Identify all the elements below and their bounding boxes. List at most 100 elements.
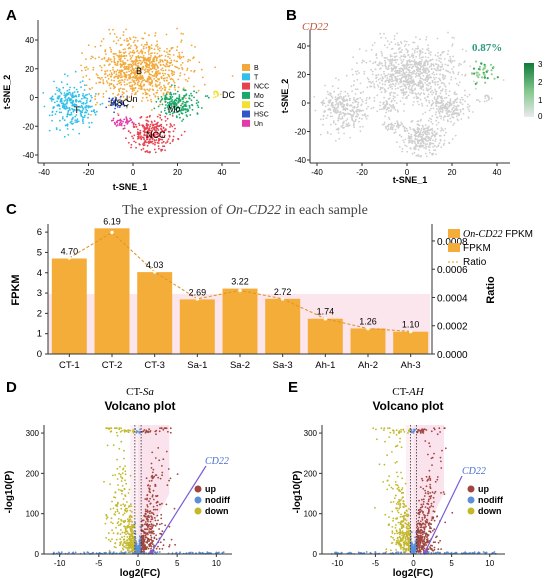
tsne-point-b bbox=[448, 111, 450, 113]
tsne-point-b bbox=[396, 141, 398, 144]
tsne-point-b bbox=[176, 55, 179, 58]
tsne-point-b bbox=[449, 60, 452, 63]
tsne-point-dc bbox=[213, 93, 216, 95]
volcano-point bbox=[156, 508, 159, 511]
tsne-point-b bbox=[139, 50, 142, 53]
tsne-point-b bbox=[394, 70, 396, 73]
tsne-point-b bbox=[145, 96, 148, 99]
tsne-point-t bbox=[74, 119, 77, 121]
volcano-point bbox=[165, 503, 168, 506]
tsne-point-b bbox=[402, 97, 404, 99]
tsne-point-b bbox=[431, 93, 433, 96]
tsne-point-b bbox=[405, 77, 407, 79]
volcano-point bbox=[130, 505, 132, 508]
tsne-point-b bbox=[446, 103, 449, 106]
tsne-point-b bbox=[402, 88, 405, 90]
tsne-point-hsc bbox=[114, 107, 116, 110]
tsne-point-ncc bbox=[154, 123, 157, 126]
tsne-point-t bbox=[51, 95, 54, 98]
tsne-point-b bbox=[394, 77, 397, 79]
tsne-point-b bbox=[404, 93, 407, 95]
tsne-point-b bbox=[323, 110, 326, 113]
volcano-point bbox=[144, 534, 147, 537]
tsne-point-b bbox=[356, 78, 359, 81]
tsne-point-b bbox=[131, 60, 133, 62]
tsne-point-t bbox=[64, 73, 66, 76]
x-ticks-c: CT-1 CT-2 CT-3 Sa-1 Sa-2 Sa-3 Ah-1 Ah-2 Ah-3 bbox=[59, 354, 421, 371]
tsne-point-b bbox=[457, 112, 460, 115]
tsne-point-mo bbox=[196, 104, 199, 107]
tsne-point-t bbox=[65, 105, 68, 108]
tsne-point-b bbox=[375, 76, 378, 79]
tsne-point-b bbox=[428, 99, 430, 102]
tsne-point-b bbox=[439, 68, 442, 71]
tsne-point-ncc bbox=[158, 147, 160, 150]
tsne-point-b bbox=[424, 152, 427, 155]
tsne-point-b bbox=[94, 57, 97, 60]
x-tick-label: -20 bbox=[83, 168, 95, 177]
tsne-point-b bbox=[440, 97, 442, 99]
tsne-point-mo bbox=[163, 109, 166, 112]
volcano-point bbox=[132, 530, 135, 533]
tsne-point-b bbox=[150, 68, 153, 71]
tsne-point-ncc bbox=[171, 140, 174, 143]
tsne-point-b bbox=[417, 130, 419, 133]
tsne-point-b bbox=[408, 137, 411, 140]
tsne-point-b bbox=[160, 89, 163, 92]
tsne-point-b bbox=[388, 78, 391, 81]
tsne-point-b bbox=[342, 121, 345, 124]
tsne-point-t bbox=[88, 126, 91, 129]
volcano-point bbox=[145, 536, 147, 539]
tsne-point-b bbox=[395, 79, 397, 82]
tsne-point-cd22-expressing bbox=[484, 65, 487, 68]
tsne-point-b bbox=[142, 55, 145, 57]
volcano-point bbox=[105, 537, 108, 539]
tsne-point-b bbox=[167, 73, 169, 76]
tsne-point-b bbox=[409, 81, 412, 84]
tsne-point-mo bbox=[155, 100, 158, 103]
y-axis-label-d: -log10(P) bbox=[4, 471, 15, 514]
tsne-point-b bbox=[429, 151, 431, 154]
tsne-point-b bbox=[129, 84, 131, 87]
tsne-point-b bbox=[445, 93, 448, 95]
tsne-point-b bbox=[401, 147, 404, 150]
volcano-point bbox=[402, 500, 405, 502]
tsne-point-b bbox=[164, 72, 167, 75]
volcano-point bbox=[120, 520, 123, 522]
tsne-point-b bbox=[398, 51, 401, 54]
tsne-point-mo bbox=[175, 97, 178, 100]
volcano-point bbox=[126, 539, 129, 542]
tsne-point-b bbox=[126, 106, 128, 109]
tsne-point-b bbox=[436, 97, 439, 99]
volcano-point bbox=[151, 471, 154, 474]
tsne-point-b bbox=[404, 87, 407, 90]
bar bbox=[265, 298, 301, 355]
tsne-point-b bbox=[322, 99, 325, 102]
tsne-point-b bbox=[365, 107, 368, 110]
tsne-point-b bbox=[458, 81, 461, 84]
tsne-point-t bbox=[75, 88, 78, 91]
tsne-point-b bbox=[435, 100, 438, 103]
tsne-point-b bbox=[402, 83, 405, 85]
y-tick-label: 4 bbox=[37, 268, 42, 279]
tsne-point-dc bbox=[219, 93, 222, 96]
tsne-point-hsc bbox=[115, 99, 118, 101]
volcano-point bbox=[143, 548, 146, 551]
tsne-point-b bbox=[431, 80, 434, 83]
volcano-point bbox=[107, 427, 109, 430]
tsne-point-b bbox=[425, 155, 428, 158]
volcano-point bbox=[145, 541, 148, 544]
tsne-point-b bbox=[337, 87, 340, 90]
tsne-point-mo bbox=[167, 103, 170, 106]
volcano-point bbox=[142, 550, 145, 552]
tsne-point-b bbox=[386, 107, 389, 110]
volcano-point bbox=[167, 468, 170, 470]
tsne-point-b bbox=[390, 91, 393, 94]
tsne-point-b bbox=[139, 72, 142, 75]
tsne-point-b bbox=[381, 52, 383, 55]
tsne-point-b bbox=[400, 135, 403, 138]
tsne-point-b bbox=[162, 60, 164, 63]
tsne-point-b bbox=[330, 95, 333, 98]
tsne-point-b bbox=[403, 141, 406, 144]
tsne-point-b bbox=[373, 42, 376, 44]
